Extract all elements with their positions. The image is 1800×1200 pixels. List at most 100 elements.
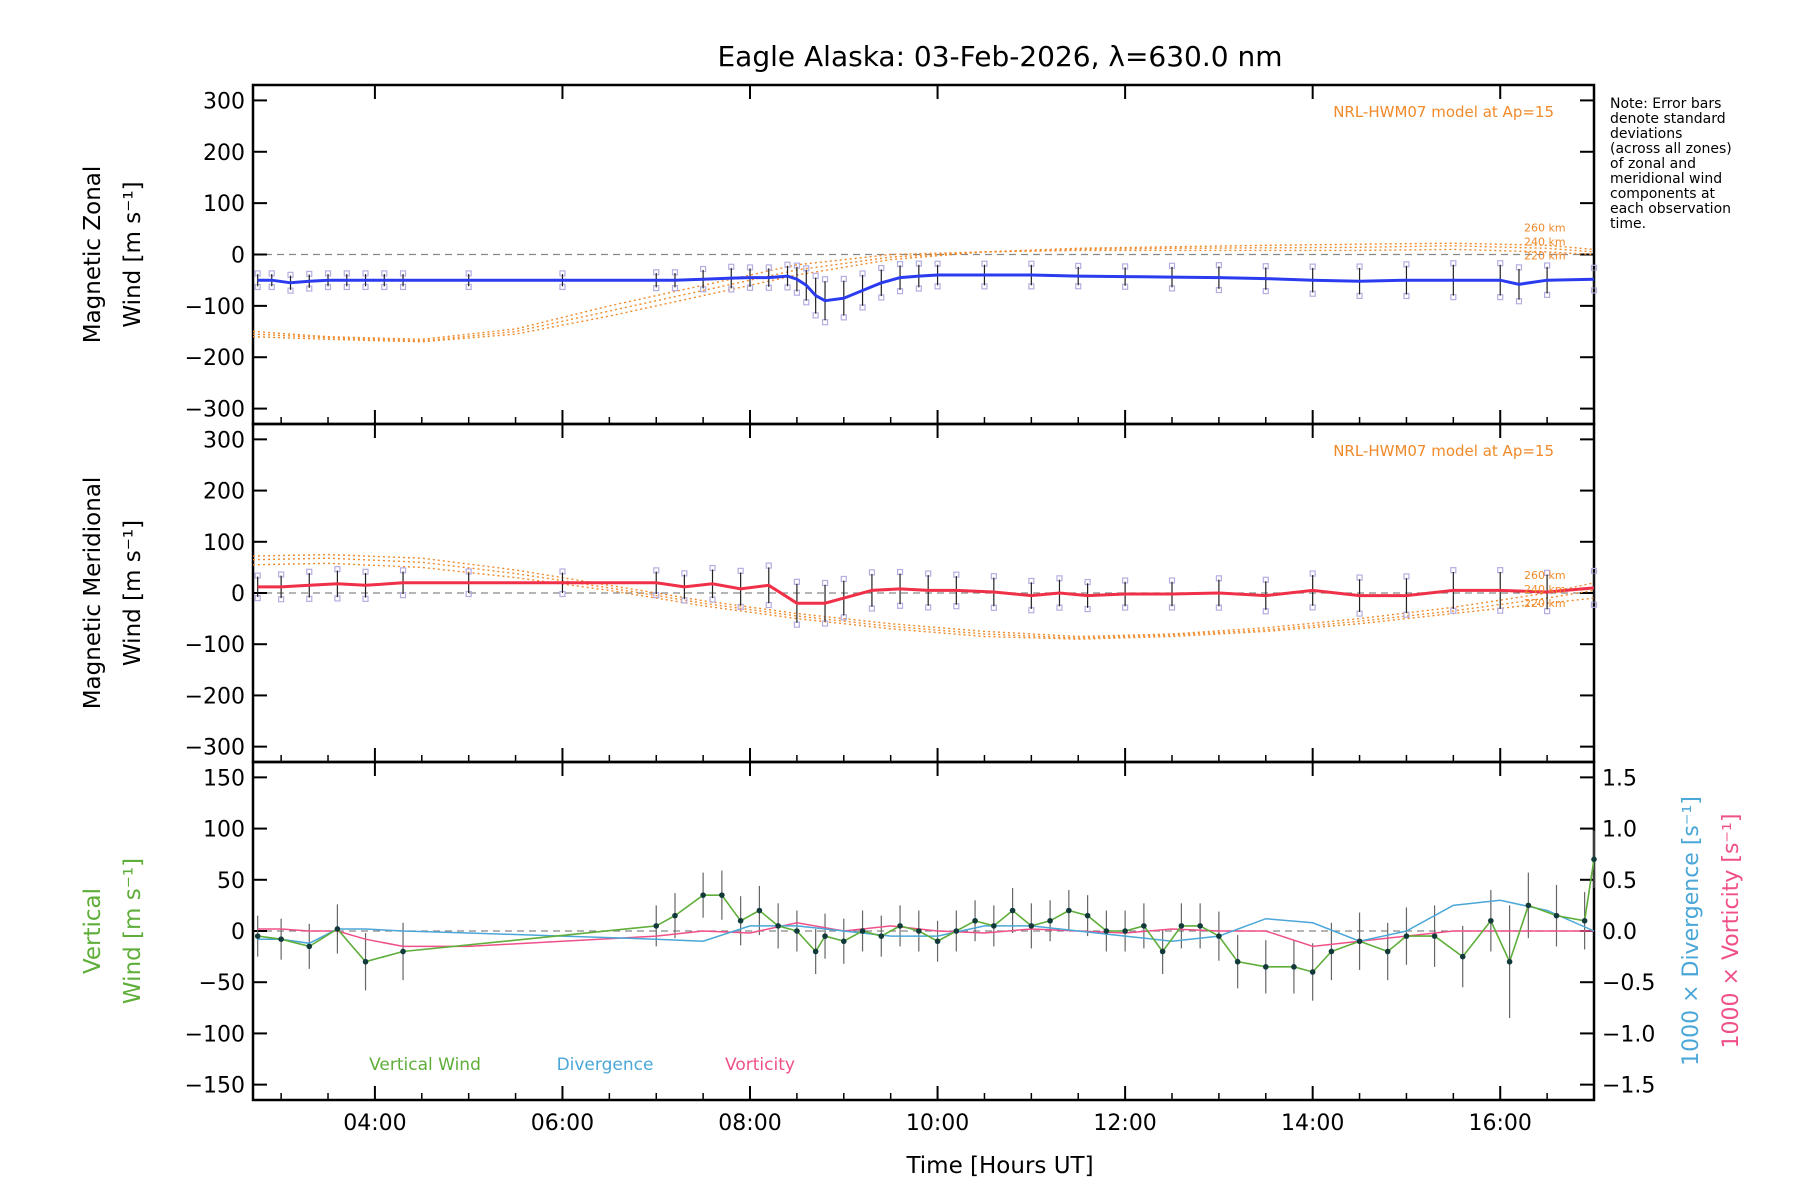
vertical-wind-point <box>1178 923 1185 929</box>
zone-marker <box>765 601 772 609</box>
y-tick-label: 100 <box>203 531 245 556</box>
vertical-wind-point <box>1591 856 1597 863</box>
panel-frame <box>251 422 1596 764</box>
panel-zonal: 300 200 100 0 −100 −200 −300 Magnetic Zonal Wind… <box>80 83 1598 426</box>
vertical-wind-point <box>334 926 341 932</box>
vertical-wind-point <box>1488 917 1494 924</box>
legend-item: Vorticity <box>725 1055 795 1075</box>
model-curve <box>252 562 1595 640</box>
y-axis-label: Wind [m s⁻¹] <box>120 520 146 666</box>
vertical-wind-point <box>700 892 706 898</box>
note-line: time. <box>1610 216 1646 232</box>
altitude-label: 260 km <box>1524 569 1566 582</box>
vertical-wind-point <box>972 917 978 924</box>
zone-marker <box>812 272 819 279</box>
model-curve <box>252 557 1595 639</box>
right-tick-label: −0.5 <box>1602 971 1655 996</box>
y-tick-label: −150 <box>185 1074 245 1099</box>
vertical-wind-point <box>254 933 261 939</box>
x-tick-label: 06:00 <box>531 1111 594 1136</box>
y-tick-label: −200 <box>185 346 245 371</box>
y-axis-label: Wind [m s⁻¹] <box>120 181 146 327</box>
vertical-wind-point <box>1309 969 1316 975</box>
zone-marker <box>812 312 819 319</box>
vertical-wind-point <box>1216 933 1222 939</box>
panel-meridional: 300 200 100 0 −100 −200 −300 Magnetic Meridiona… <box>80 422 1598 764</box>
vertical-wind-point <box>1066 907 1072 914</box>
y-axis-label: Magnetic Meridional <box>80 477 106 710</box>
y-tick-label: 100 <box>203 192 245 217</box>
right-tick-label: 0.5 <box>1602 869 1637 894</box>
vertical-wind-point <box>1262 964 1269 970</box>
note-line: deviations <box>1610 126 1682 142</box>
vertical-wind-point <box>991 923 997 929</box>
y-tick-label: −100 <box>185 295 245 320</box>
altitude-label: 220 km <box>1524 597 1566 610</box>
zone-marker <box>765 562 772 569</box>
zonal-wind-line <box>257 273 1595 303</box>
note-line: meridional wind <box>1610 171 1722 187</box>
vertical-wind-point <box>1328 948 1335 955</box>
altitude-label: 220 km <box>1524 249 1566 262</box>
x-tick-label: 12:00 <box>1093 1111 1156 1136</box>
vertical-wind-point <box>934 938 941 945</box>
model-curve <box>252 553 1595 638</box>
vertical-wind-point <box>756 907 763 914</box>
right-tick-label: 1.0 <box>1602 818 1637 843</box>
vertical-wind-point <box>1047 917 1053 924</box>
y-tick-label: 150 <box>203 766 245 791</box>
vertical-wind-point <box>953 928 960 934</box>
vertical-wind-point <box>362 958 369 965</box>
vertical-wind-point <box>1459 953 1466 960</box>
x-tick-label: 10:00 <box>906 1111 969 1136</box>
model-curve <box>252 242 1595 343</box>
y-tick-label: −200 <box>185 684 245 709</box>
model-label: NRL-HWM07 model at Ap=15 <box>1333 442 1554 460</box>
vorticity-line <box>257 922 1594 948</box>
y-tick-label: −50 <box>199 971 245 996</box>
model-curve <box>252 248 1595 341</box>
y-tick-label: 0 <box>231 920 245 945</box>
chart-title: Eagle Alaska: 03-Feb-2026, λ=630.0 nm <box>717 40 1282 73</box>
vertical-wind-point <box>1553 912 1560 919</box>
note-line: denote standard <box>1610 111 1726 127</box>
y-axis-label: Vertical <box>80 888 106 974</box>
zone-marker <box>793 578 801 585</box>
y-tick-label: −300 <box>185 398 245 423</box>
y-tick-label: 200 <box>203 141 245 166</box>
vertical-wind-point <box>1159 948 1166 955</box>
right-tick-label: 0.0 <box>1602 920 1637 945</box>
vertical-wind-point <box>1384 948 1391 955</box>
y-tick-label: 100 <box>203 818 245 843</box>
y-tick-label: −100 <box>185 633 245 658</box>
note-line: (across all zones) <box>1610 141 1732 157</box>
y-tick-label: 0 <box>231 244 245 269</box>
note-line: of zonal and <box>1610 156 1696 172</box>
vertical-wind-point <box>1525 902 1532 909</box>
vertical-wind-point <box>1122 928 1128 934</box>
vertical-wind-point <box>840 938 847 945</box>
x-tick-label: 08:00 <box>718 1111 781 1136</box>
x-tick-label: 16:00 <box>1469 1111 1532 1136</box>
zone-marker <box>1450 567 1457 574</box>
x-axis-label: Time [Hours UT] <box>905 1153 1093 1179</box>
right-tick-label: 1.5 <box>1602 766 1637 791</box>
vertical-wind-point <box>400 948 406 955</box>
y-tick-label: −300 <box>185 736 245 761</box>
vertical-wind-point <box>719 892 725 898</box>
vertical-wind-point <box>1009 907 1016 914</box>
note-line: Note: Error bars <box>1610 96 1721 112</box>
vertical-wind-point <box>775 923 781 929</box>
y-axis-label: Magnetic Zonal <box>80 166 106 344</box>
vertical-wind-point <box>859 928 866 934</box>
vertical-wind-point <box>1291 964 1297 970</box>
zone-marker <box>793 621 801 628</box>
vertical-wind-point <box>737 917 744 924</box>
vertical-wind-point <box>1581 917 1588 924</box>
altitude-label: 240 km <box>1524 583 1566 596</box>
zone-marker <box>821 319 829 326</box>
x-tick-label: 04:00 <box>343 1111 406 1136</box>
vertical-wind-point <box>306 943 313 950</box>
y-axis-label: Wind [m s⁻¹] <box>120 858 146 1004</box>
